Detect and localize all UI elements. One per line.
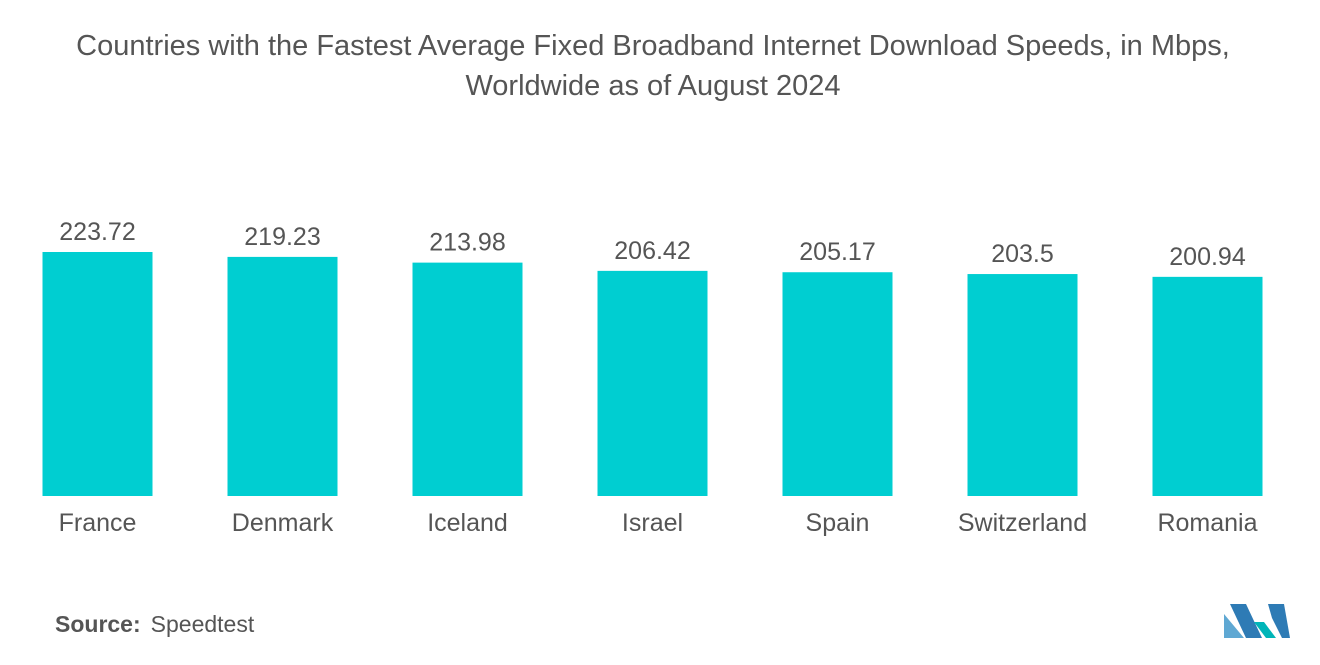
- mordor-intelligence-logo-icon: [1224, 604, 1290, 638]
- source-note: Source: Speedtest: [55, 611, 254, 638]
- chart-title-line-2: Worldwide as of August 2024: [465, 70, 841, 102]
- data-label-spain: 205.17: [799, 238, 875, 266]
- data-label-switzerland: 203.5: [991, 240, 1054, 268]
- bar-switzerland: [967, 274, 1078, 496]
- data-label-iceland: 213.98: [429, 229, 505, 257]
- source-label: Source:: [55, 611, 141, 637]
- bar-spain: [782, 272, 893, 496]
- bar-israel: [597, 270, 708, 496]
- category-label-france: France: [59, 509, 137, 537]
- data-label-denmark: 219.23: [244, 223, 320, 251]
- bar-romania: [1152, 276, 1263, 496]
- category-label-iceland: Iceland: [427, 509, 508, 537]
- data-label-romania: 200.94: [1169, 243, 1246, 271]
- bar-denmark: [227, 256, 338, 496]
- bar-chart: 223.72 France 219.23 Denmark 213.98 Iceland 20…: [42, 218, 1263, 537]
- chart-title: Countries with the Fastest Average Fixed…: [0, 26, 1306, 106]
- bar-iceland: [412, 262, 523, 496]
- source-value: Speedtest: [150, 611, 255, 637]
- chart-title-line-1: Countries with the Fastest Average Fixed…: [76, 30, 1230, 62]
- category-label-denmark: Denmark: [232, 509, 334, 537]
- bar-france: [42, 252, 153, 496]
- category-label-switzerland: Switzerland: [958, 509, 1087, 537]
- category-label-spain: Spain: [806, 509, 870, 537]
- data-label-israel: 206.42: [614, 237, 690, 265]
- data-label-france: 223.72: [59, 218, 135, 246]
- category-label-romania: Romania: [1157, 509, 1257, 537]
- category-label-israel: Israel: [622, 509, 683, 537]
